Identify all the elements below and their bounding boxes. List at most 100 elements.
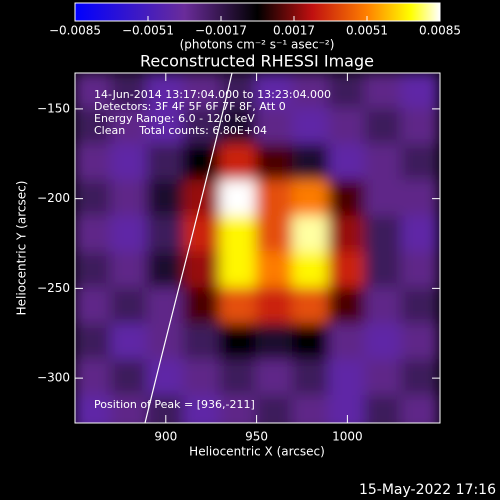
image-cell (219, 359, 258, 398)
image-cell (291, 73, 331, 110)
x-tick-label: 1000 (332, 430, 363, 444)
y-tick-label: −300 (37, 371, 70, 385)
image-cell (219, 107, 258, 146)
image-cell (255, 359, 294, 398)
image-cell (291, 143, 331, 182)
image-cell (328, 251, 367, 290)
image-cell (364, 143, 403, 182)
image-cell (182, 143, 222, 182)
image-cell (255, 215, 294, 254)
image-cell (291, 107, 331, 146)
x-tick-label: 900 (154, 430, 177, 444)
image-cell (75, 107, 113, 146)
image-cell (75, 251, 113, 290)
image-cell (146, 215, 185, 254)
plot-frame (74, 72, 441, 424)
image-cell (75, 395, 113, 423)
image-cell (400, 395, 440, 423)
colorbar-tick-label: 0.0051 (346, 24, 388, 38)
image-cell (328, 215, 367, 254)
annotation: Clean Total counts: 6.80E+04 (94, 124, 267, 137)
image-cell (146, 179, 185, 218)
image-cell (255, 323, 294, 362)
image-cell (146, 251, 185, 290)
image-cell (328, 323, 367, 362)
image-cell (182, 73, 222, 110)
image-cell (291, 215, 331, 254)
image-cell (146, 143, 185, 182)
image-cell (110, 179, 149, 218)
image-cell (255, 73, 294, 110)
image-cell (255, 179, 294, 218)
colorbar-tick-label: 0.0017 (273, 24, 315, 38)
image-cell (75, 73, 113, 110)
image-cell (75, 323, 113, 362)
image-cell (182, 179, 222, 218)
image-cell (364, 359, 403, 398)
image-cell (219, 179, 258, 218)
image-cell (110, 251, 149, 290)
image-cell (400, 143, 440, 182)
annotation: Energy Range: 6.0 - 12.0 keV (94, 112, 255, 125)
image-cell (400, 287, 440, 326)
image-cell (255, 143, 294, 182)
image-cell (110, 395, 149, 423)
chart-title: Reconstructed RHESSI Image (140, 52, 374, 71)
colorbar-tick-label: −0.0017 (195, 24, 247, 38)
image-cell (255, 107, 294, 146)
colorbar-label: (photons cm⁻² s⁻¹ asec⁻²) (180, 38, 335, 52)
image-cell (400, 107, 440, 146)
solar-limb (144, 73, 233, 423)
image-cell (219, 143, 258, 182)
footer-date: 15-May-2022 17:16 (359, 482, 496, 498)
image-cell (364, 107, 403, 146)
image-cell (328, 179, 367, 218)
image-cell (291, 323, 331, 362)
image-cell (328, 143, 367, 182)
image-cell (146, 287, 185, 326)
image-cell (219, 73, 258, 110)
colorbar-tick-label: 0.0085 (419, 24, 461, 38)
annotation: Position of Peak = [936,-211] (94, 398, 255, 411)
image (75, 73, 440, 423)
image-cell (182, 323, 222, 362)
image-cell (364, 323, 403, 362)
image-cell (110, 73, 149, 110)
image-cell (291, 251, 331, 290)
image-cell (328, 107, 367, 146)
image-cell (291, 395, 331, 423)
image-cell (182, 395, 222, 423)
image-cell (400, 215, 440, 254)
image-cell (255, 251, 294, 290)
x-tick-label: 950 (245, 430, 268, 444)
image-cell (255, 395, 294, 423)
image-cell (219, 287, 258, 326)
image-cell (364, 179, 403, 218)
image-cell (75, 143, 113, 182)
image-cell (328, 287, 367, 326)
image-cell (291, 287, 331, 326)
image-cell (364, 395, 403, 423)
image-cell (110, 107, 149, 146)
y-tick-label: −250 (37, 281, 70, 295)
annotation: 14-Jun-2014 13:17:04.000 to 13:23:04.000 (94, 88, 331, 101)
y-tick-label: −150 (37, 101, 70, 115)
image-cell (75, 287, 113, 326)
image-cell (110, 287, 149, 326)
image-cell (110, 323, 149, 362)
image-cell (75, 215, 113, 254)
y-tick-label: −200 (37, 191, 70, 205)
image-cell (110, 359, 149, 398)
image-cell (146, 107, 185, 146)
image-cell (400, 251, 440, 290)
image-cell (146, 323, 185, 362)
image-cell (291, 359, 331, 398)
y-axis-label: Heliocentric Y (arcsec) (15, 181, 29, 316)
image-cell (400, 323, 440, 362)
image-cell (328, 359, 367, 398)
image-cell (182, 251, 222, 290)
image-cell (364, 287, 403, 326)
image-cell (219, 395, 258, 423)
image-cell (110, 143, 149, 182)
